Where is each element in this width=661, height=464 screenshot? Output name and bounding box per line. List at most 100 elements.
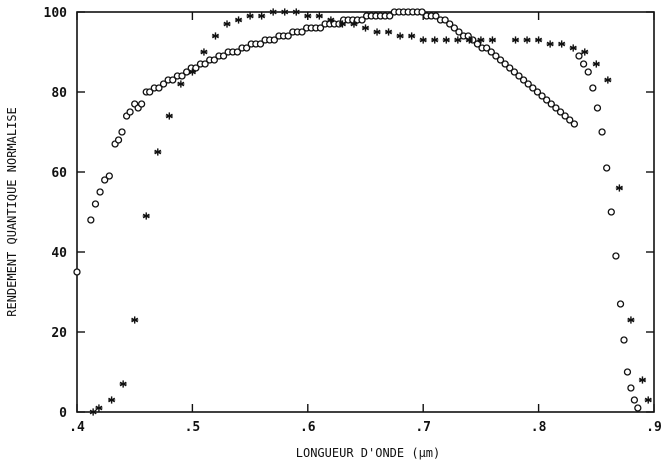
data-point-circle (146, 88, 154, 96)
data-point-asterisk (465, 36, 473, 44)
data-point-circle (101, 176, 109, 184)
data-point-asterisk (408, 32, 416, 40)
data-point-circle (155, 84, 163, 92)
data-point-circle (556, 108, 565, 116)
data-point-circle (623, 368, 632, 376)
data-point-circle (552, 104, 560, 112)
series-2 (89, 8, 652, 416)
data-point-circle (169, 76, 177, 84)
data-point-circle (455, 28, 463, 36)
data-point-asterisk (200, 48, 208, 56)
data-point-circle (201, 60, 209, 68)
data-point-asterisk (154, 148, 162, 156)
data-point-circle (298, 28, 306, 36)
data-point-asterisk (165, 112, 173, 120)
data-point-circle (386, 12, 394, 20)
data-point-asterisk (361, 24, 370, 32)
data-point-circle (543, 96, 551, 104)
data-point-circle (114, 136, 123, 144)
data-point-circle (561, 112, 569, 120)
data-point-circle (105, 172, 113, 180)
data-point-circle (118, 128, 126, 136)
data-point-circle (483, 44, 491, 52)
data-point-asterisk (350, 20, 358, 28)
data-point-circle (270, 36, 278, 44)
data-point-asterisk (546, 40, 554, 48)
data-point-circle (219, 52, 228, 60)
data-point-circle (450, 24, 459, 32)
data-point-circle (616, 300, 625, 308)
data-point-circle (598, 128, 606, 136)
series (73, 8, 652, 416)
data-point-circle (620, 336, 628, 344)
data-point-circle (316, 24, 325, 32)
data-point-circle (418, 8, 426, 16)
data-point-circle (487, 48, 495, 56)
data-point-asterisk (396, 32, 404, 40)
data-point-circle (256, 40, 265, 48)
x-tick-label: .9 (646, 420, 661, 435)
data-point-circle (634, 404, 642, 412)
x-tick-label: .6 (300, 420, 316, 435)
y-axis-label: RENDEMENT QUANTIQUE NORMALISE (5, 107, 19, 317)
data-point-asterisk (534, 36, 543, 44)
data-point-circle (593, 104, 602, 112)
data-point-circle (538, 92, 546, 100)
data-point-asterisk (558, 40, 566, 48)
data-point-asterisk (523, 36, 531, 44)
data-point-circle (579, 60, 588, 68)
ticks (76, 11, 655, 413)
x-tick-label: .7 (415, 420, 431, 435)
data-point-asterisk (89, 408, 97, 416)
data-point-asterisk (569, 44, 577, 52)
data-point-asterisk (177, 80, 185, 88)
data-point-circle (446, 20, 454, 28)
data-point-asterisk (315, 12, 323, 20)
data-point-circle (492, 52, 500, 60)
x-tick-label: .4 (69, 420, 85, 435)
data-point-circle (358, 16, 366, 24)
data-point-circle (126, 108, 134, 116)
series-1 (73, 8, 642, 412)
data-point-asterisk (269, 8, 277, 16)
data-point-asterisk (644, 396, 652, 404)
data-point-asterisk (108, 396, 116, 404)
data-point-asterisk (627, 316, 635, 324)
tick-labels: .4 .5 .6 .7 .8 .9 0 20 40 60 80 100 (44, 6, 661, 435)
data-point-asterisk (431, 36, 439, 44)
data-point-asterisk (419, 36, 427, 44)
data-point-asterisk (246, 12, 254, 20)
data-point-circle (515, 72, 523, 80)
data-point-circle (519, 76, 528, 84)
y-tick-label: 60 (51, 166, 67, 181)
data-point-circle (73, 268, 81, 276)
data-point-circle (524, 80, 532, 88)
data-point-asterisk (511, 36, 520, 44)
x-tick-label: .8 (531, 420, 547, 435)
data-point-circle (96, 188, 104, 196)
data-point-circle (210, 56, 218, 64)
data-point-circle (575, 52, 583, 60)
axes (76, 11, 655, 413)
data-point-circle (233, 48, 242, 56)
data-point-circle (630, 396, 639, 404)
data-point-circle (284, 32, 292, 40)
data-point-circle (91, 200, 100, 208)
y-tick-label: 20 (51, 326, 67, 341)
data-point-circle (570, 120, 579, 128)
data-point-circle (506, 64, 514, 72)
data-point-circle (473, 40, 482, 48)
data-point-asterisk (454, 36, 462, 44)
data-point-circle (547, 100, 555, 108)
data-point-asterisk (615, 184, 623, 192)
data-point-circle (441, 16, 449, 24)
data-point-circle (589, 84, 597, 92)
data-point-asterisk (95, 404, 103, 412)
data-point-asterisk (592, 60, 600, 68)
data-point-circle (178, 72, 186, 80)
data-point-asterisk (258, 12, 266, 20)
data-point-asterisk (384, 28, 393, 36)
data-point-circle (529, 84, 537, 92)
data-point-circle (627, 384, 635, 392)
